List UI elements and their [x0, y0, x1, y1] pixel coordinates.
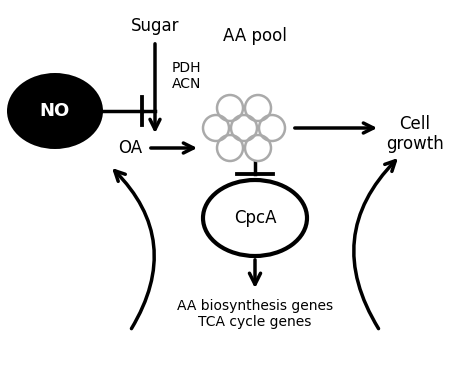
FancyArrowPatch shape [354, 161, 395, 329]
Text: Cell
growth: Cell growth [386, 115, 444, 153]
Text: OA: OA [118, 139, 142, 157]
Text: PDH
ACN: PDH ACN [172, 61, 201, 91]
Text: NO: NO [40, 102, 70, 120]
FancyArrowPatch shape [115, 171, 154, 329]
Ellipse shape [7, 73, 103, 149]
Text: CpcA: CpcA [234, 209, 276, 227]
Text: AA biosynthesis genes
TCA cycle genes: AA biosynthesis genes TCA cycle genes [177, 299, 333, 329]
Ellipse shape [203, 180, 307, 256]
Text: AA pool: AA pool [223, 27, 287, 45]
Text: Sugar: Sugar [131, 17, 179, 35]
